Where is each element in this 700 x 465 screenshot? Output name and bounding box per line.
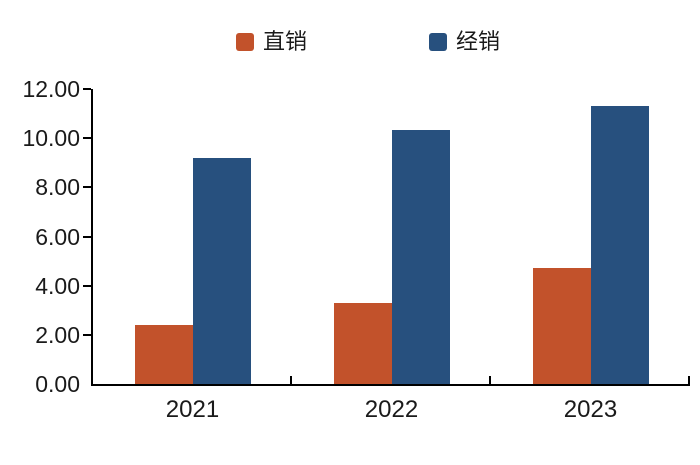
legend-item-direct-sales: 直销 [236,30,307,54]
x-axis-category-label: 2023 [563,396,618,423]
y-axis-tick [83,333,91,336]
y-axis-tick-label: 10.00 [22,125,80,152]
legend-label-distribution: 经销 [456,29,501,54]
legend-swatch-distribution [429,33,447,51]
bar-direct-sales-2023 [532,268,591,384]
bar-distribution-2021 [192,158,251,384]
y-axis-tick [83,137,91,140]
y-axis-tick-label: 4.00 [35,272,80,299]
y-axis-tick-label: 6.00 [35,223,80,250]
bar-distribution-2022 [391,130,450,384]
legend-item-distribution: 经销 [429,30,500,54]
legend-label-direct-sales: 直销 [263,29,308,54]
y-axis-tick [83,235,91,238]
bar-direct-sales-2022 [333,303,392,384]
bar-direct-sales-2021 [134,325,193,384]
y-axis-tick [83,284,91,287]
y-axis-tick [83,88,91,90]
y-axis-line [91,89,93,386]
x-axis-tick [688,376,690,384]
x-axis-tick [489,376,491,384]
y-axis-tick-label: 2.00 [35,321,80,348]
y-axis-tick-label: 0.00 [35,371,80,397]
bar-distribution-2023 [590,106,649,384]
y-axis-tick-label: 8.00 [35,174,80,201]
y-axis-tick [83,186,91,189]
x-axis-category-label: 2021 [165,396,220,423]
x-axis-line [91,384,690,386]
x-axis-category-label: 2022 [364,396,419,423]
legend-swatch-direct-sales [236,33,254,51]
y-axis-tick-label: 12.00 [22,76,80,102]
x-axis-tick [290,376,292,384]
